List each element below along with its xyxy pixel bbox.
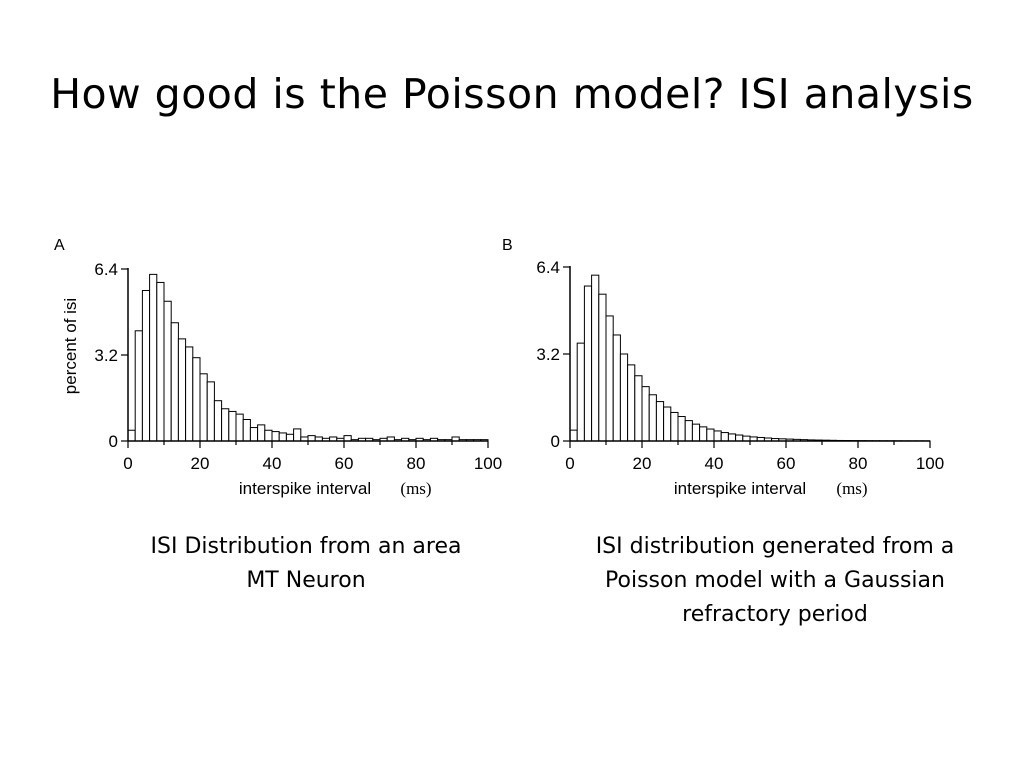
panel-a-bar-4 [156,281,165,442]
panel-b-histogram: B interspike interval (ms) 0 20 40 60 80 100 0… [502,237,944,498]
panel-a-x-tick-label-100: 100 [474,454,502,473]
panel-b-bar-2 [583,285,593,442]
slide-title: How good is the Poisson model? ISI analy… [50,70,974,118]
panel-b-bar-9 [634,375,643,442]
panel-b-y-tick-label-6_4: 6.4 [536,258,560,277]
panel-b-xlabel: interspike interval [674,479,806,498]
panel-b-bar-20 [713,430,722,442]
panel-a-bar-30 [343,435,352,442]
panel-b-bar-18 [699,426,708,442]
panel-b-bar-16 [684,420,693,442]
panel-b-bar-6 [612,334,621,442]
panel-a-bar-11 [206,381,215,442]
panel-a-bar-9 [192,357,201,442]
panel-b-letter: B [502,237,513,254]
panel-a-y-tick-label-3_2: 3.2 [94,346,118,365]
panel-a-xlabel: interspike interval [239,479,371,498]
panel-b-bar-15 [677,416,686,442]
panel-a-bar-8 [185,346,194,442]
panel-b-bar-10 [641,386,650,442]
panel-a-bar-5 [163,300,172,442]
panel-a-bar-0 [127,429,136,442]
panel-b-xunit: (ms) [836,479,867,498]
panel-b-x-tick-label-40: 40 [705,454,724,473]
panel-b-x-tick-label-80: 80 [849,454,868,473]
panel-b-x-tick-label-20: 20 [633,454,652,473]
panel-a-letter: A [54,237,65,254]
panel-a-bar-2 [141,290,151,442]
panel-a-bar-19 [264,429,273,442]
panel-b-bar-7 [619,353,629,442]
panel-a-bar-3 [149,273,158,442]
panel-a-xunit: (ms) [400,479,431,498]
panel-b-bar-19 [706,428,715,442]
panel-b-y-tick-label-0: 0 [551,432,560,451]
panel-a-bar-6 [170,322,179,442]
panel-b-y-tick-label-3_2: 3.2 [536,345,560,364]
panel-a-y-tick-label-0: 0 [109,432,118,451]
panel-a-bar-10 [199,373,208,442]
caption-panel-b: ISI distribution generated from a Poisso… [595,534,955,627]
panel-b-bar-23 [735,434,744,442]
panel-a-x-tick-label-80: 80 [407,454,426,473]
panel-b-bar-0 [569,429,578,442]
panel-b-bar-5 [605,315,614,442]
caption-panel-a: ISI Distribution from an area MT Neuron [150,534,462,593]
panel-a-bar-1 [134,330,143,442]
panel-b-bar-17 [691,423,701,442]
panel-b-bar-13 [663,406,672,442]
panel-a-y-tick-label-6_4: 6.4 [94,260,118,279]
panel-b-x-tick-label-0: 0 [565,454,574,473]
panel-b-bar-12 [655,401,665,442]
panel-b-bar-11 [648,394,657,442]
panel-b-bar-21 [720,432,729,442]
panel-a-bar-18 [257,424,266,442]
panel-b-bar-3 [591,274,600,442]
panel-b-x-tick-label-100: 100 [916,454,944,473]
panel-a-bar-23 [293,428,302,442]
panel-b-x-tick-label-60: 60 [777,454,796,473]
panel-a-bar-25 [307,435,316,442]
panel-a-x-tick-label-0: 0 [123,454,132,473]
panel-a-bar-20 [271,431,280,442]
panel-a-histogram: A percent of isi interspike interval (ms… [54,237,502,498]
panel-a-ylabel: percent of isi [61,298,80,394]
panel-a-bar-12 [213,400,223,442]
panel-b-bar-8 [627,364,636,442]
panel-a-x-tick-label-20: 20 [191,454,210,473]
panel-b-bar-22 [727,433,737,442]
panel-a-bar-22 [285,433,295,442]
panel-a-bar-13 [221,408,230,442]
panel-b-bar-14 [670,411,679,442]
panel-a-bar-16 [242,419,251,442]
panel-a-bar-7 [177,338,187,442]
panel-a-bar-17 [249,427,259,442]
panel-a-x-tick-label-40: 40 [263,454,282,473]
panel-b-bar-1 [576,342,585,442]
panel-b-bar-4 [598,293,607,442]
panel-a-bar-21 [278,432,287,442]
panel-a-x-tick-label-60: 60 [335,454,354,473]
panel-a-bar-14 [228,410,237,442]
panel-a-bar-15 [235,413,244,442]
